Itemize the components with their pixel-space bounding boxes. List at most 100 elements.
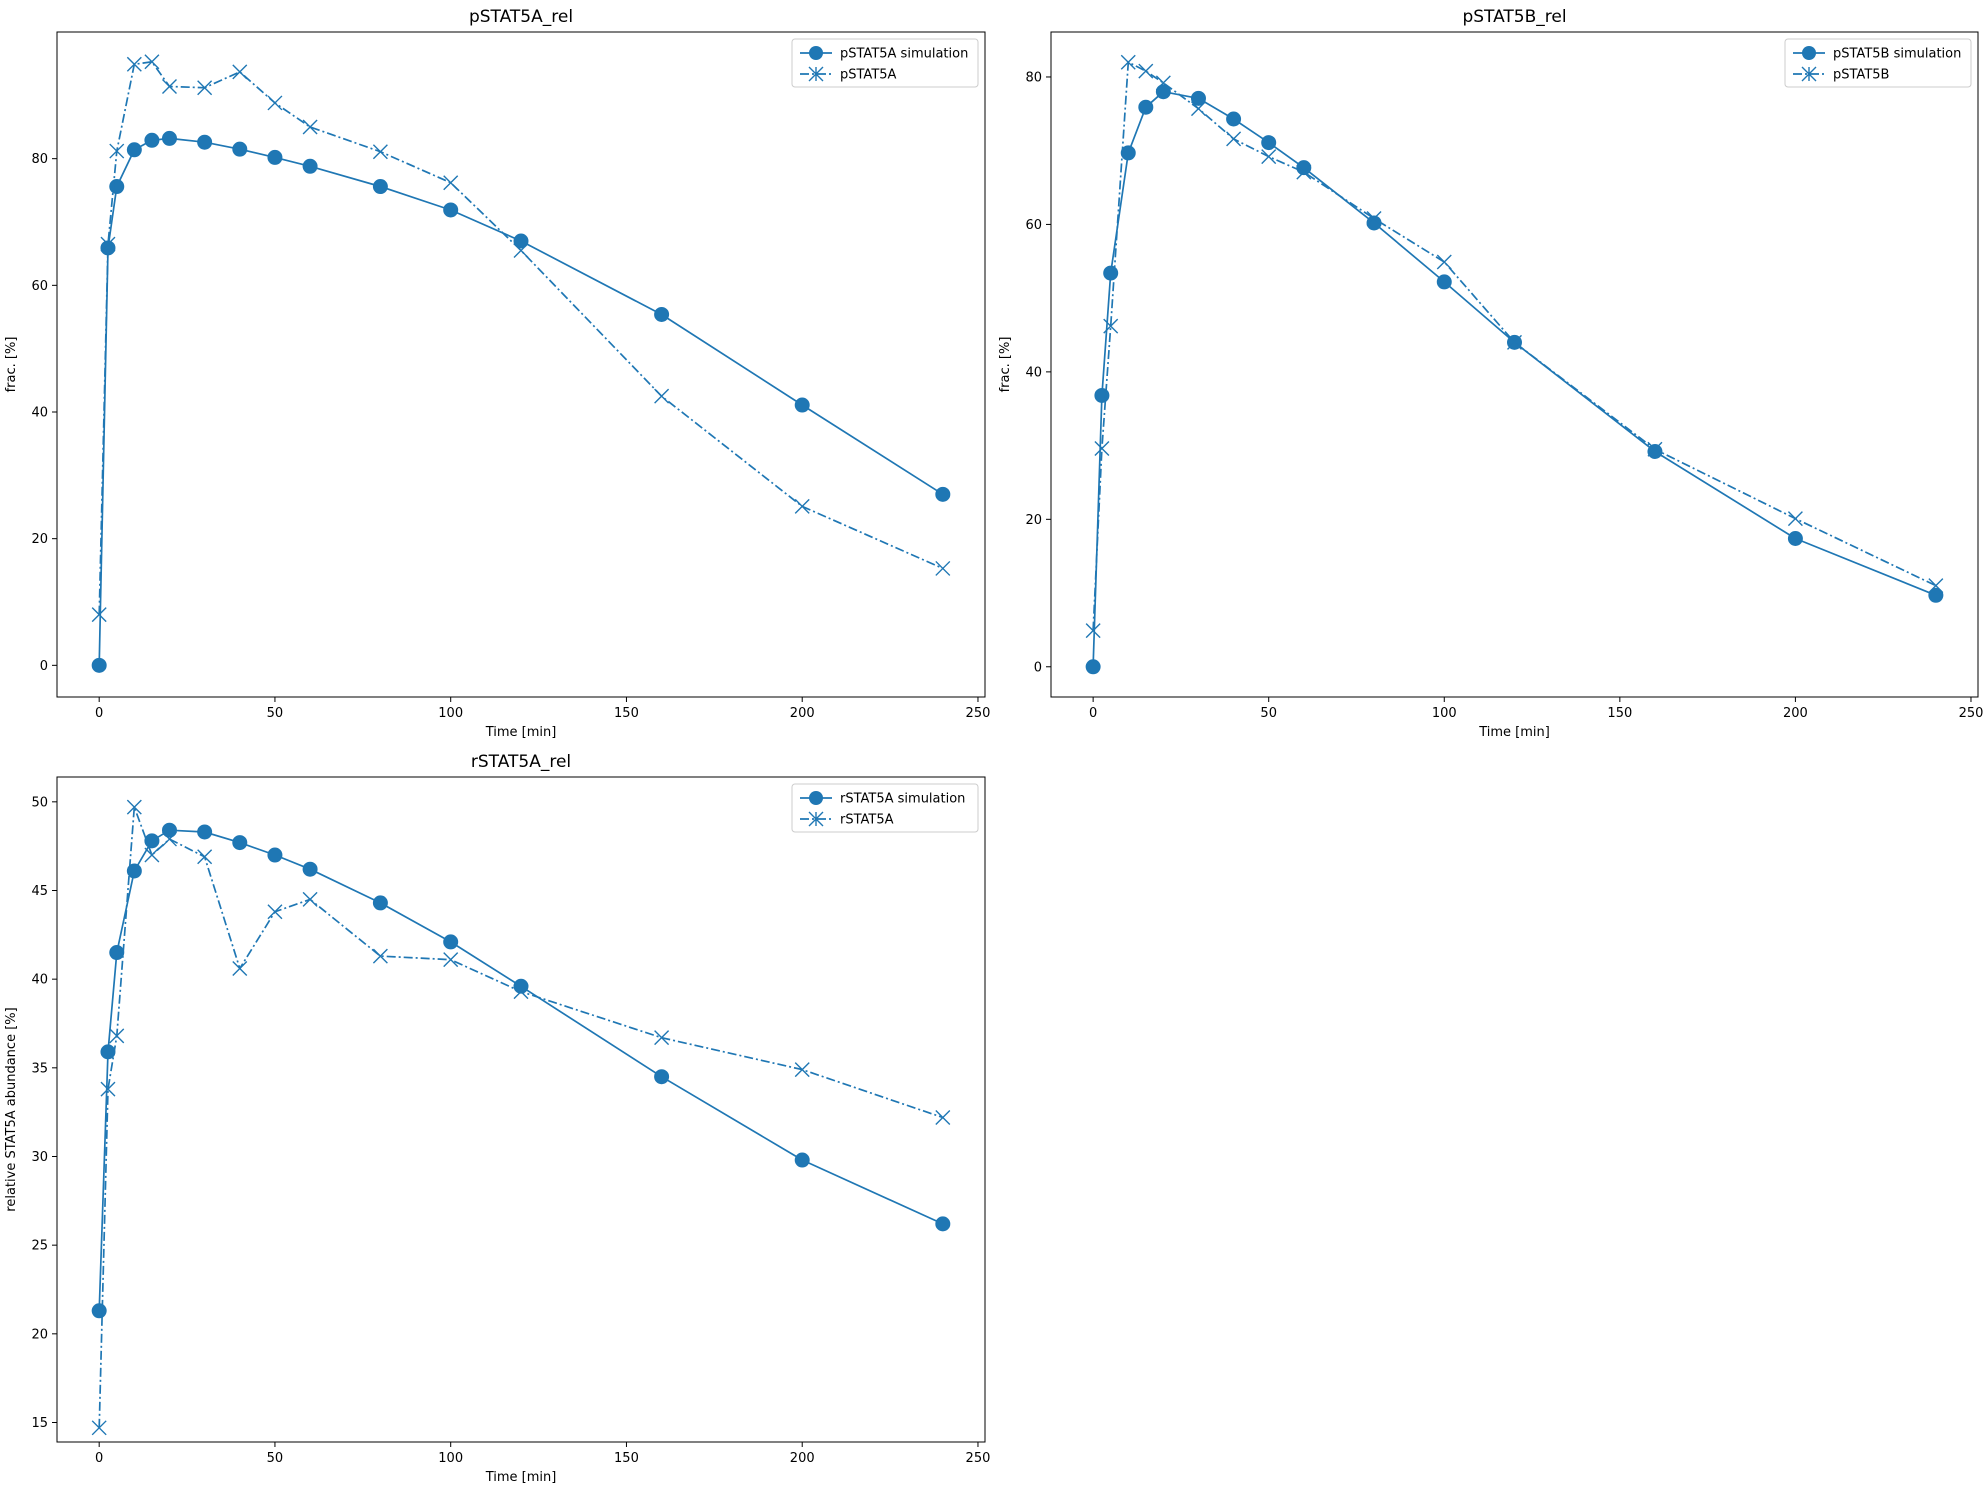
simulation-point — [443, 202, 459, 218]
simulation-point — [1120, 145, 1136, 161]
measurement-point — [232, 961, 248, 977]
measurement-line — [1092, 61, 1937, 631]
chart-panel-2: 0 50 100 150 200 250 0 20 40 60 80 pSTAT5B_rel Time … — [998, 7, 1983, 740]
measurement-point — [197, 80, 213, 96]
simulation-point — [197, 824, 213, 840]
simulation-point — [109, 179, 125, 195]
simulation-point — [1085, 659, 1101, 675]
simulation-point — [372, 179, 388, 195]
simulation-point — [144, 833, 160, 849]
x-tick-label: 0 — [1089, 706, 1097, 721]
plot-frame — [56, 31, 986, 698]
x-axis-label: Time [min] — [485, 725, 557, 740]
y-tick-label: 40 — [31, 406, 48, 421]
simulation-point — [267, 847, 283, 863]
legend-box — [1784, 38, 1972, 88]
measurement-point — [1138, 63, 1154, 79]
measurement-point — [1120, 54, 1136, 70]
simulation-point — [161, 822, 177, 838]
measurement-point — [443, 952, 459, 968]
measurement-point — [161, 78, 177, 94]
y-tick-label: 15 — [31, 1416, 48, 1431]
y-tick-label: 60 — [1025, 218, 1042, 233]
legend-marker — [808, 66, 824, 82]
measurement-line — [98, 806, 944, 1428]
simulation-point — [1138, 99, 1154, 115]
measurement-point — [197, 849, 213, 865]
y-axis-label: frac. [%] — [4, 337, 19, 393]
measurement-line — [98, 60, 944, 615]
legend-box — [791, 783, 979, 833]
simulation-point — [794, 397, 810, 413]
legend: pSTAT5A simulation pSTAT5A — [791, 38, 979, 88]
measurement-point — [935, 560, 951, 576]
y-tick-label: 20 — [1025, 513, 1042, 528]
x-axis-label: Time [min] — [1478, 725, 1550, 740]
y-tick-label: 60 — [31, 279, 48, 294]
legend-marker — [809, 46, 823, 60]
measurement-point — [935, 1109, 951, 1125]
measurement-point — [91, 607, 107, 623]
x-tick-label: 0 — [95, 1451, 103, 1466]
simulation-point — [1226, 111, 1242, 127]
measurement-point — [372, 948, 388, 964]
measurement-point — [161, 831, 177, 847]
x-tick-label: 150 — [1607, 706, 1632, 721]
y-tick-label: 30 — [31, 1150, 48, 1165]
y-axis-label: relative STAT5A abundance [%] — [4, 1007, 19, 1211]
measurement-point — [302, 119, 318, 135]
measurement-point — [794, 498, 810, 514]
y-tick-label: 45 — [31, 884, 48, 899]
measurement-point — [267, 904, 283, 920]
legend-label: pSTAT5B simulation — [1833, 47, 1961, 62]
chart-title: pSTAT5B_rel — [1462, 7, 1566, 27]
measurement-point — [1436, 254, 1452, 270]
measurement-point — [513, 243, 529, 258]
simulation-point — [1436, 274, 1452, 290]
chart-title: rSTAT5A_rel — [471, 752, 571, 772]
legend: pSTAT5B simulation pSTAT5B — [1784, 38, 1972, 88]
measurement-point — [372, 144, 388, 160]
simulation-point — [126, 863, 142, 879]
simulation-point — [1296, 160, 1312, 176]
measurement-point — [100, 236, 116, 252]
simulation-point — [1261, 135, 1277, 151]
legend-label: rSTAT5A — [840, 813, 894, 828]
plot-frame — [56, 776, 986, 1443]
y-axis-label: frac. [%] — [998, 337, 1013, 393]
measurement-point — [1928, 578, 1944, 594]
measurement-point — [654, 1030, 670, 1046]
legend-marker — [808, 811, 824, 827]
simulation-point — [1155, 84, 1171, 100]
measurement-point — [126, 56, 142, 72]
y-tick-label: 40 — [31, 973, 48, 988]
simulation-point — [654, 1069, 670, 1085]
measurement-point — [1226, 131, 1242, 147]
legend-label: rSTAT5A simulation — [840, 792, 965, 807]
x-tick-label: 100 — [1432, 706, 1457, 721]
simulation-point — [302, 861, 318, 877]
simulation-point — [1103, 265, 1119, 281]
x-tick-label: 200 — [790, 1451, 815, 1466]
legend: rSTAT5A simulation rSTAT5A — [791, 783, 979, 833]
x-tick-label: 150 — [614, 1451, 639, 1466]
measurement-point — [91, 1420, 107, 1436]
x-tick-label: 50 — [267, 706, 284, 721]
simulation-point — [267, 149, 283, 165]
measurement-point — [1261, 149, 1277, 165]
measurement-point — [1190, 101, 1206, 117]
measurement-point — [654, 388, 670, 404]
measurement-point — [109, 143, 125, 159]
y-tick-label: 35 — [31, 1061, 48, 1076]
y-tick-label: 20 — [31, 532, 48, 547]
simulation-point — [197, 134, 213, 150]
x-tick-label: 200 — [1783, 706, 1808, 721]
x-tick-label: 250 — [966, 706, 991, 721]
y-tick-label: 0 — [1034, 660, 1042, 675]
legend-label: pSTAT5A simulation — [840, 47, 968, 62]
simulation-point — [443, 934, 459, 950]
simulation-point — [935, 486, 951, 502]
simulation-line — [1092, 90, 1937, 667]
simulation-point — [144, 132, 160, 148]
simulation-point — [91, 1303, 107, 1319]
